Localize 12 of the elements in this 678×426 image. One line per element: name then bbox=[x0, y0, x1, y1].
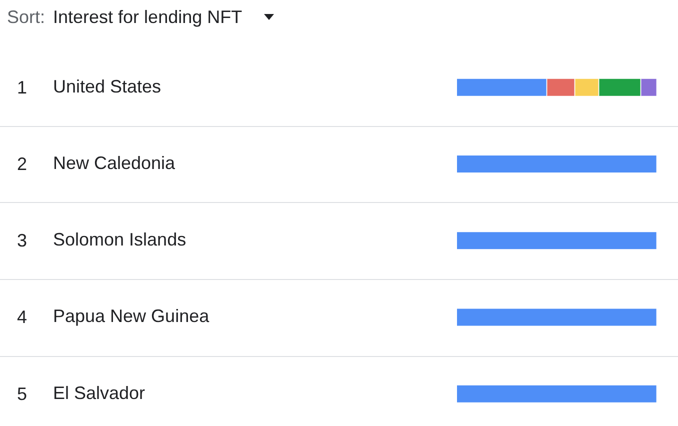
text: 4 bbox=[17, 307, 28, 328]
text: 2 bbox=[17, 154, 28, 174]
y-tick-label: El Salvador bbox=[53, 382, 146, 403]
text: 1 bbox=[17, 77, 28, 98]
text: 5 bbox=[17, 384, 28, 404]
y-tick-label: New Caledonia bbox=[53, 152, 176, 173]
y-tick-label: United States bbox=[53, 76, 162, 96]
y-tick-label: Solomon Islands bbox=[53, 230, 186, 250]
text: Sort: bbox=[7, 6, 46, 28]
text: Interest for lending NFT bbox=[53, 6, 242, 28]
y-tick-label: Papua New Guinea bbox=[53, 306, 210, 326]
text: 3 bbox=[17, 230, 28, 251]
